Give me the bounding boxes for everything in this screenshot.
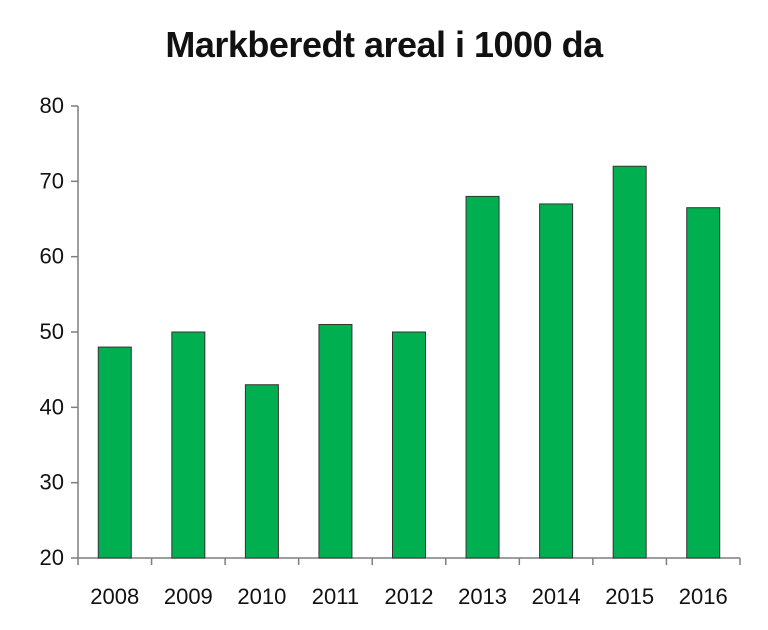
y-tick-label: 40 (40, 394, 64, 419)
x-tick-label: 2014 (532, 584, 581, 609)
x-tick-label: 2008 (90, 584, 139, 609)
x-tick-label: 2013 (458, 584, 507, 609)
bar-2009 (171, 331, 206, 559)
x-tick-label: 2015 (605, 584, 654, 609)
bar-2015 (612, 165, 647, 559)
x-tick-label: 2012 (385, 584, 434, 609)
y-tick-label: 70 (40, 168, 64, 193)
y-tick-label: 80 (40, 93, 64, 118)
bar-2016 (686, 207, 721, 559)
bar-2014 (539, 203, 574, 559)
y-tick-label: 20 (40, 545, 64, 570)
y-tick-label: 60 (40, 244, 64, 269)
x-tick-label: 2016 (679, 584, 728, 609)
y-tick-label: 30 (40, 470, 64, 495)
x-tick-label: 2011 (312, 584, 359, 609)
y-tick-label: 50 (40, 319, 64, 344)
x-tick-label: 2010 (237, 584, 286, 609)
bar-2012 (392, 331, 426, 559)
bar-2013 (465, 195, 500, 559)
bar-2010 (244, 384, 279, 559)
bar-2011 (318, 323, 353, 559)
chart-title: Markberedt areal i 1000 da (165, 24, 603, 65)
x-tick-label: 2009 (164, 584, 213, 609)
bar-2008 (97, 346, 132, 559)
